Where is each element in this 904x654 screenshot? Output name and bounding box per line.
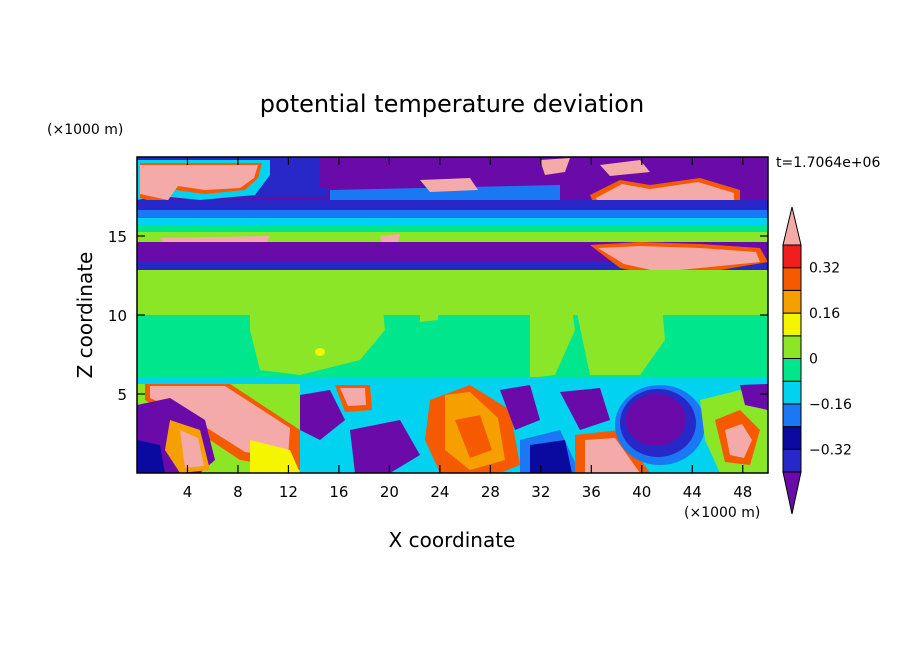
colorbar-label: 0 bbox=[809, 352, 818, 368]
y-unit-label: (×1000 m) bbox=[47, 122, 123, 138]
y-tick-label: 15 bbox=[108, 228, 127, 246]
band-cyan bbox=[137, 210, 768, 220]
x-tick-label: 44 bbox=[683, 483, 702, 501]
x-tick-label: 8 bbox=[233, 483, 243, 501]
x-tick-label: 48 bbox=[733, 483, 752, 501]
y-tick-label: 10 bbox=[108, 307, 127, 325]
x-tick-label: 28 bbox=[481, 483, 500, 501]
x-tick-label: 36 bbox=[582, 483, 601, 501]
x-axis: 4 8 12 16 20 24 28 32 36 40 44 48 bbox=[183, 157, 752, 501]
colorbar-box bbox=[782, 335, 802, 359]
y-axis: 5 10 15 bbox=[108, 228, 768, 404]
colorbar-extend-bottom bbox=[782, 471, 802, 515]
colorbar-label: 0.16 bbox=[809, 306, 840, 322]
colorbar-box bbox=[782, 267, 802, 291]
colorbar-box bbox=[782, 289, 802, 314]
contour-field bbox=[137, 157, 768, 473]
colorbar-box bbox=[782, 380, 802, 405]
y-axis-label: Z coordinate bbox=[73, 252, 97, 379]
colorbar-label: −0.32 bbox=[809, 442, 852, 458]
x-axis-label: X coordinate bbox=[389, 528, 516, 552]
x-tick-label: 16 bbox=[329, 483, 348, 501]
colorbar-box bbox=[782, 403, 802, 428]
time-label: t=1.7064e+06 bbox=[776, 155, 880, 171]
colorbar-box bbox=[782, 312, 802, 337]
band-green-upper bbox=[137, 232, 768, 242]
y-tick-label: 5 bbox=[117, 386, 127, 404]
colorbar: 0.32 0.16 0 −0.16 −0.32 bbox=[782, 206, 852, 515]
x-unit-label: (×1000 m) bbox=[684, 505, 760, 521]
x-tick-label: 40 bbox=[632, 483, 651, 501]
colorbar-extend-top bbox=[782, 206, 802, 246]
x-tick-label: 24 bbox=[430, 483, 449, 501]
chart-title: potential temperature deviation bbox=[260, 90, 644, 118]
colorbar-box bbox=[782, 244, 802, 269]
x-tick-label: 20 bbox=[380, 483, 399, 501]
x-tick-label: 4 bbox=[183, 483, 193, 501]
colorbar-box bbox=[782, 358, 802, 382]
colorbar-box bbox=[782, 448, 802, 473]
colorbar-box bbox=[782, 426, 802, 450]
colorbar-label: −0.16 bbox=[809, 397, 852, 413]
x-tick-label: 12 bbox=[279, 483, 298, 501]
colorbar-label: 0.32 bbox=[809, 261, 840, 277]
x-tick-label: 32 bbox=[531, 483, 550, 501]
